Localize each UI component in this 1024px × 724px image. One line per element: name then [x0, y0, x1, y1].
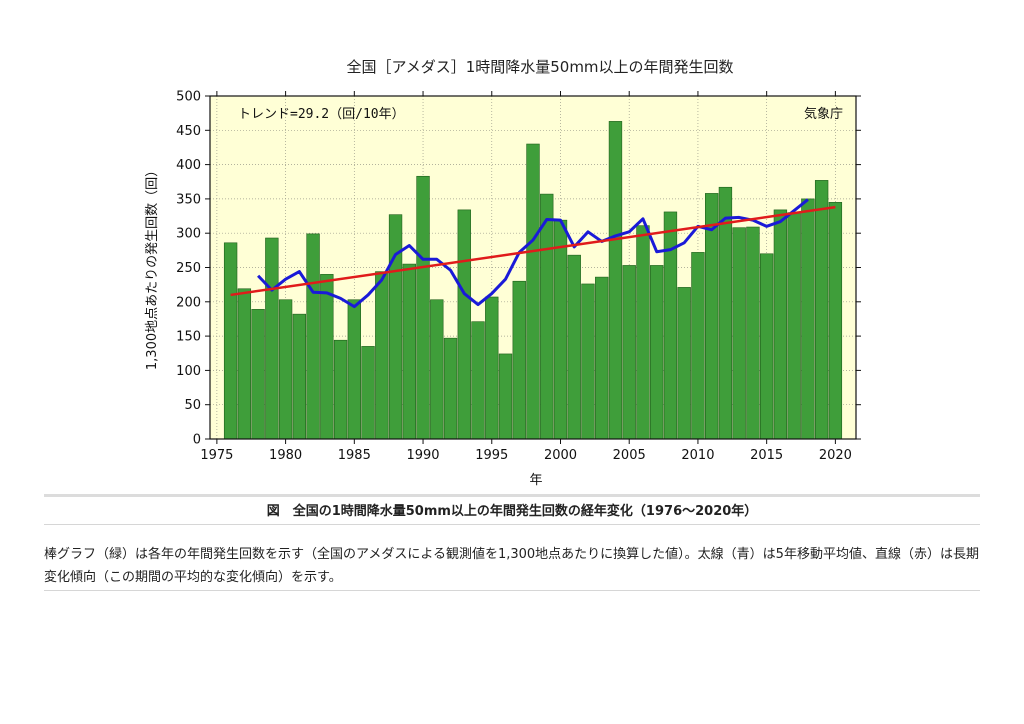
description-bottom-rule: [44, 590, 980, 591]
bar: [292, 313, 307, 440]
bar: [237, 288, 252, 440]
bar: [732, 227, 746, 440]
bar: [416, 175, 430, 440]
bar: [677, 287, 691, 440]
bar: [526, 143, 540, 440]
bar: [595, 276, 609, 440]
bar: [787, 212, 801, 440]
bar: [265, 237, 279, 440]
y-tick-label: 200: [176, 295, 201, 310]
bar: [814, 180, 829, 440]
bar: [828, 202, 843, 440]
bar: [498, 353, 513, 440]
bar: [581, 283, 595, 440]
figure-description: 棒グラフ（緑）は各年の年間発生回数を示す（全国のアメダスによる観測値を1,300…: [44, 547, 979, 585]
y-tick-label: 300: [176, 227, 201, 242]
bar: [746, 226, 760, 440]
bar: [691, 252, 705, 440]
x-axis-label: 年: [529, 473, 542, 488]
bar: [223, 242, 238, 440]
x-tick-label: 1985: [338, 448, 371, 463]
x-tick-label: 2000: [544, 448, 577, 463]
y-axis: 0 50 100 150 200 250 300 350 400 450 500: [176, 90, 861, 448]
bar: [636, 225, 650, 440]
bar: [278, 299, 293, 440]
bar: [759, 253, 774, 440]
x-tick-label: 2005: [613, 448, 646, 463]
bar: [622, 265, 636, 440]
bar: [347, 299, 361, 440]
bar: [471, 321, 485, 440]
bar: [320, 274, 334, 440]
y-tick-label: 500: [176, 90, 201, 105]
bar: [773, 209, 788, 440]
figure-caption: 図 全国の1時間降水量50mm以上の年間発生回数の経年変化（1976～2020年…: [266, 504, 758, 519]
x-tick-label: 1975: [200, 448, 233, 463]
bar: [553, 219, 568, 440]
bar: [567, 254, 581, 440]
source-label: 気象庁: [804, 106, 843, 122]
x-tick-label: 1980: [269, 448, 302, 463]
moving-average-line: [257, 198, 809, 309]
y-tick-label: 0: [193, 433, 201, 448]
chart-title: 全国［アメダス］1時間降水量50mm以上の年間発生回数: [346, 58, 733, 76]
bar: [430, 299, 444, 440]
bar: [388, 214, 403, 440]
y-tick-label: 450: [176, 124, 201, 139]
y-tick-label: 50: [184, 398, 201, 413]
bar: [650, 265, 664, 440]
x-tick-label: 2015: [750, 448, 783, 463]
x-tick-label: 1990: [406, 448, 439, 463]
bar: [801, 198, 815, 440]
bar: [402, 263, 416, 440]
y-tick-label: 150: [176, 330, 201, 345]
bar: [512, 280, 526, 440]
bar: [375, 271, 389, 440]
y-tick-label: 250: [176, 261, 201, 276]
y-tick-label: 350: [176, 192, 201, 207]
line-series: [230, 198, 836, 309]
x-tick-label: 2010: [681, 448, 714, 463]
bar: [608, 121, 623, 440]
trend-line: [230, 205, 836, 297]
bar: [306, 233, 320, 440]
trend-annotation: トレンド=29.2（回/10年）: [238, 107, 405, 122]
bar: [333, 339, 348, 440]
y-axis-label: 1,300地点あたりの発生回数（回）: [145, 164, 160, 370]
x-axis: 1975 1980 1985 1990 1995 2000 2005 2010 2015 2020: [200, 91, 852, 463]
bar: [485, 296, 499, 440]
chart: 全国［アメダス］1時間降水量50mm以上の年間発生回数 0 50 100 150 200…: [145, 58, 861, 488]
x-tick-label: 1995: [475, 448, 508, 463]
y-tick-label: 100: [176, 364, 201, 379]
bar: [457, 209, 471, 440]
bar: [251, 309, 265, 440]
x-tick-label: 2020: [819, 448, 852, 463]
bar: [540, 193, 554, 440]
caption-top-rule: [44, 494, 980, 497]
bar: [443, 337, 458, 440]
bar: [361, 346, 375, 440]
y-tick-label: 400: [176, 158, 201, 173]
caption-bottom-rule: [44, 524, 980, 525]
